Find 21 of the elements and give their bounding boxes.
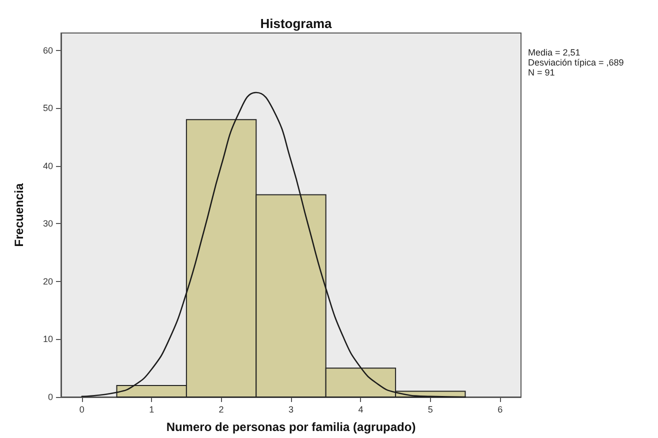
text: Desviación típica = ,689: [528, 58, 624, 68]
y-tick-label: 40: [42, 160, 53, 171]
y-tick-label: 0: [48, 392, 53, 402]
y-axis-title: Frecuencia: [12, 183, 26, 247]
x-axis-title: Numero de personas por familia (agrupado): [166, 420, 416, 434]
x-tick-label: 5: [428, 404, 433, 414]
y-tick-label: 20: [42, 276, 53, 286]
x-tick-label: 2: [218, 404, 224, 414]
chart-title: Histograma: [260, 16, 333, 31]
x-tick-label: 6: [498, 404, 503, 414]
y-tick-label: 30: [42, 218, 53, 229]
x-tick-label: 4: [358, 404, 364, 414]
x-tick-label: 3: [288, 404, 294, 414]
text: Media = 2,51: [528, 48, 580, 58]
y-tick-label: 10: [42, 334, 53, 344]
line-series: [81, 92, 466, 398]
x-tick-label: 0: [79, 404, 84, 414]
y-tick-label: 60: [42, 45, 53, 56]
x-tick-label: 1: [149, 404, 154, 414]
y-tick-label: 50: [42, 103, 53, 114]
text: N = 91: [528, 68, 555, 78]
